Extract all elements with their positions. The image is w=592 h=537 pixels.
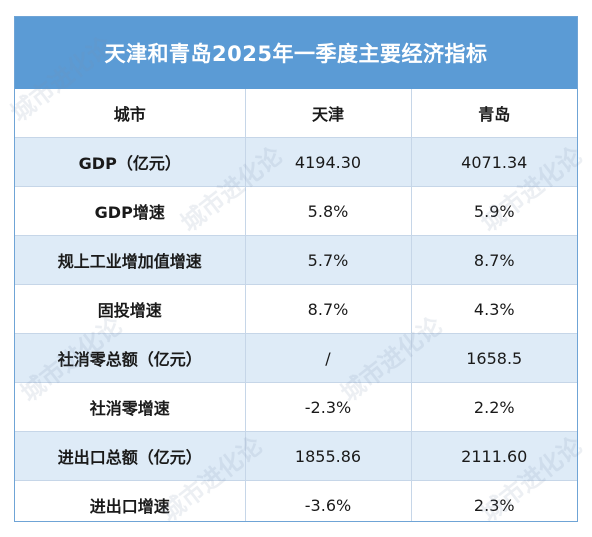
row-label: GDP（亿元） (15, 137, 246, 187)
header-tianjin: 天津 (245, 89, 412, 138)
cell-tianjin: -2.3% (245, 382, 412, 432)
table-row: 进出口增速 -3.6% 2.3% (15, 480, 577, 521)
table-row: 规上工业增加值增速 5.7% 8.7% (15, 235, 577, 285)
cell-tianjin: 1855.86 (245, 431, 412, 481)
cell-tianjin: 4194.30 (245, 137, 412, 187)
cell-qingdao: 2.3% (473, 495, 515, 515)
row-label: 固投增速 (15, 284, 246, 334)
table-title: 天津和青岛2025年一季度主要经济指标 (15, 17, 577, 89)
table-row: 社消零增速 -2.3% 2.2% (15, 382, 577, 432)
data-table: 城市 天津 青岛 GDP（亿元） 4194.30 4071.34 GDP增速 5.8% 5… (15, 89, 577, 521)
cell-qingdao: 4071.34 (411, 137, 577, 187)
row-label: 进出口总额（亿元） (15, 431, 246, 481)
row-label: 规上工业增加值增速 (15, 235, 246, 285)
cell-tianjin: 8.7% (245, 284, 412, 334)
cell-qingdao: 2.2% (411, 382, 577, 432)
row-label: 进出口增速 (15, 480, 246, 521)
cell-qingdao: 1658.5 (411, 333, 577, 383)
row-label: 社消零总额（亿元） (15, 333, 246, 383)
row-label: GDP增速 (15, 186, 246, 236)
table-row: 固投增速 8.7% 4.3% (15, 284, 577, 334)
cell-tianjin: -3.6% (245, 480, 412, 521)
cell-tianjin: / (245, 333, 412, 383)
cell-qingdao: 8.7% (411, 235, 577, 285)
header-city: 城市 (15, 89, 246, 138)
cell-qingdao: 4.3% (411, 284, 577, 334)
indicator-table: 天津和青岛2025年一季度主要经济指标 城市 天津 青岛 GDP（亿元） 4194… (14, 16, 578, 522)
cell-qingdao: 2111.60 (411, 431, 577, 481)
table-row: GDP（亿元） 4194.30 4071.34 (15, 137, 577, 187)
header-row: 城市 天津 青岛 (15, 89, 577, 138)
cell-tianjin: 5.8% (245, 186, 412, 236)
cell-qingdao: 5.9% (411, 186, 577, 236)
table-row: 社消零总额（亿元）/1658.5 (15, 333, 577, 383)
cell-tianjin: 5.7% (245, 235, 412, 285)
table-row: GDP增速 5.8% 5.9% (15, 186, 577, 236)
row-label: 社消零增速 (15, 382, 246, 432)
table-row: 进出口总额（亿元） 1855.86 2111.60 (15, 431, 577, 481)
header-qingdao: 青岛 (411, 89, 577, 138)
